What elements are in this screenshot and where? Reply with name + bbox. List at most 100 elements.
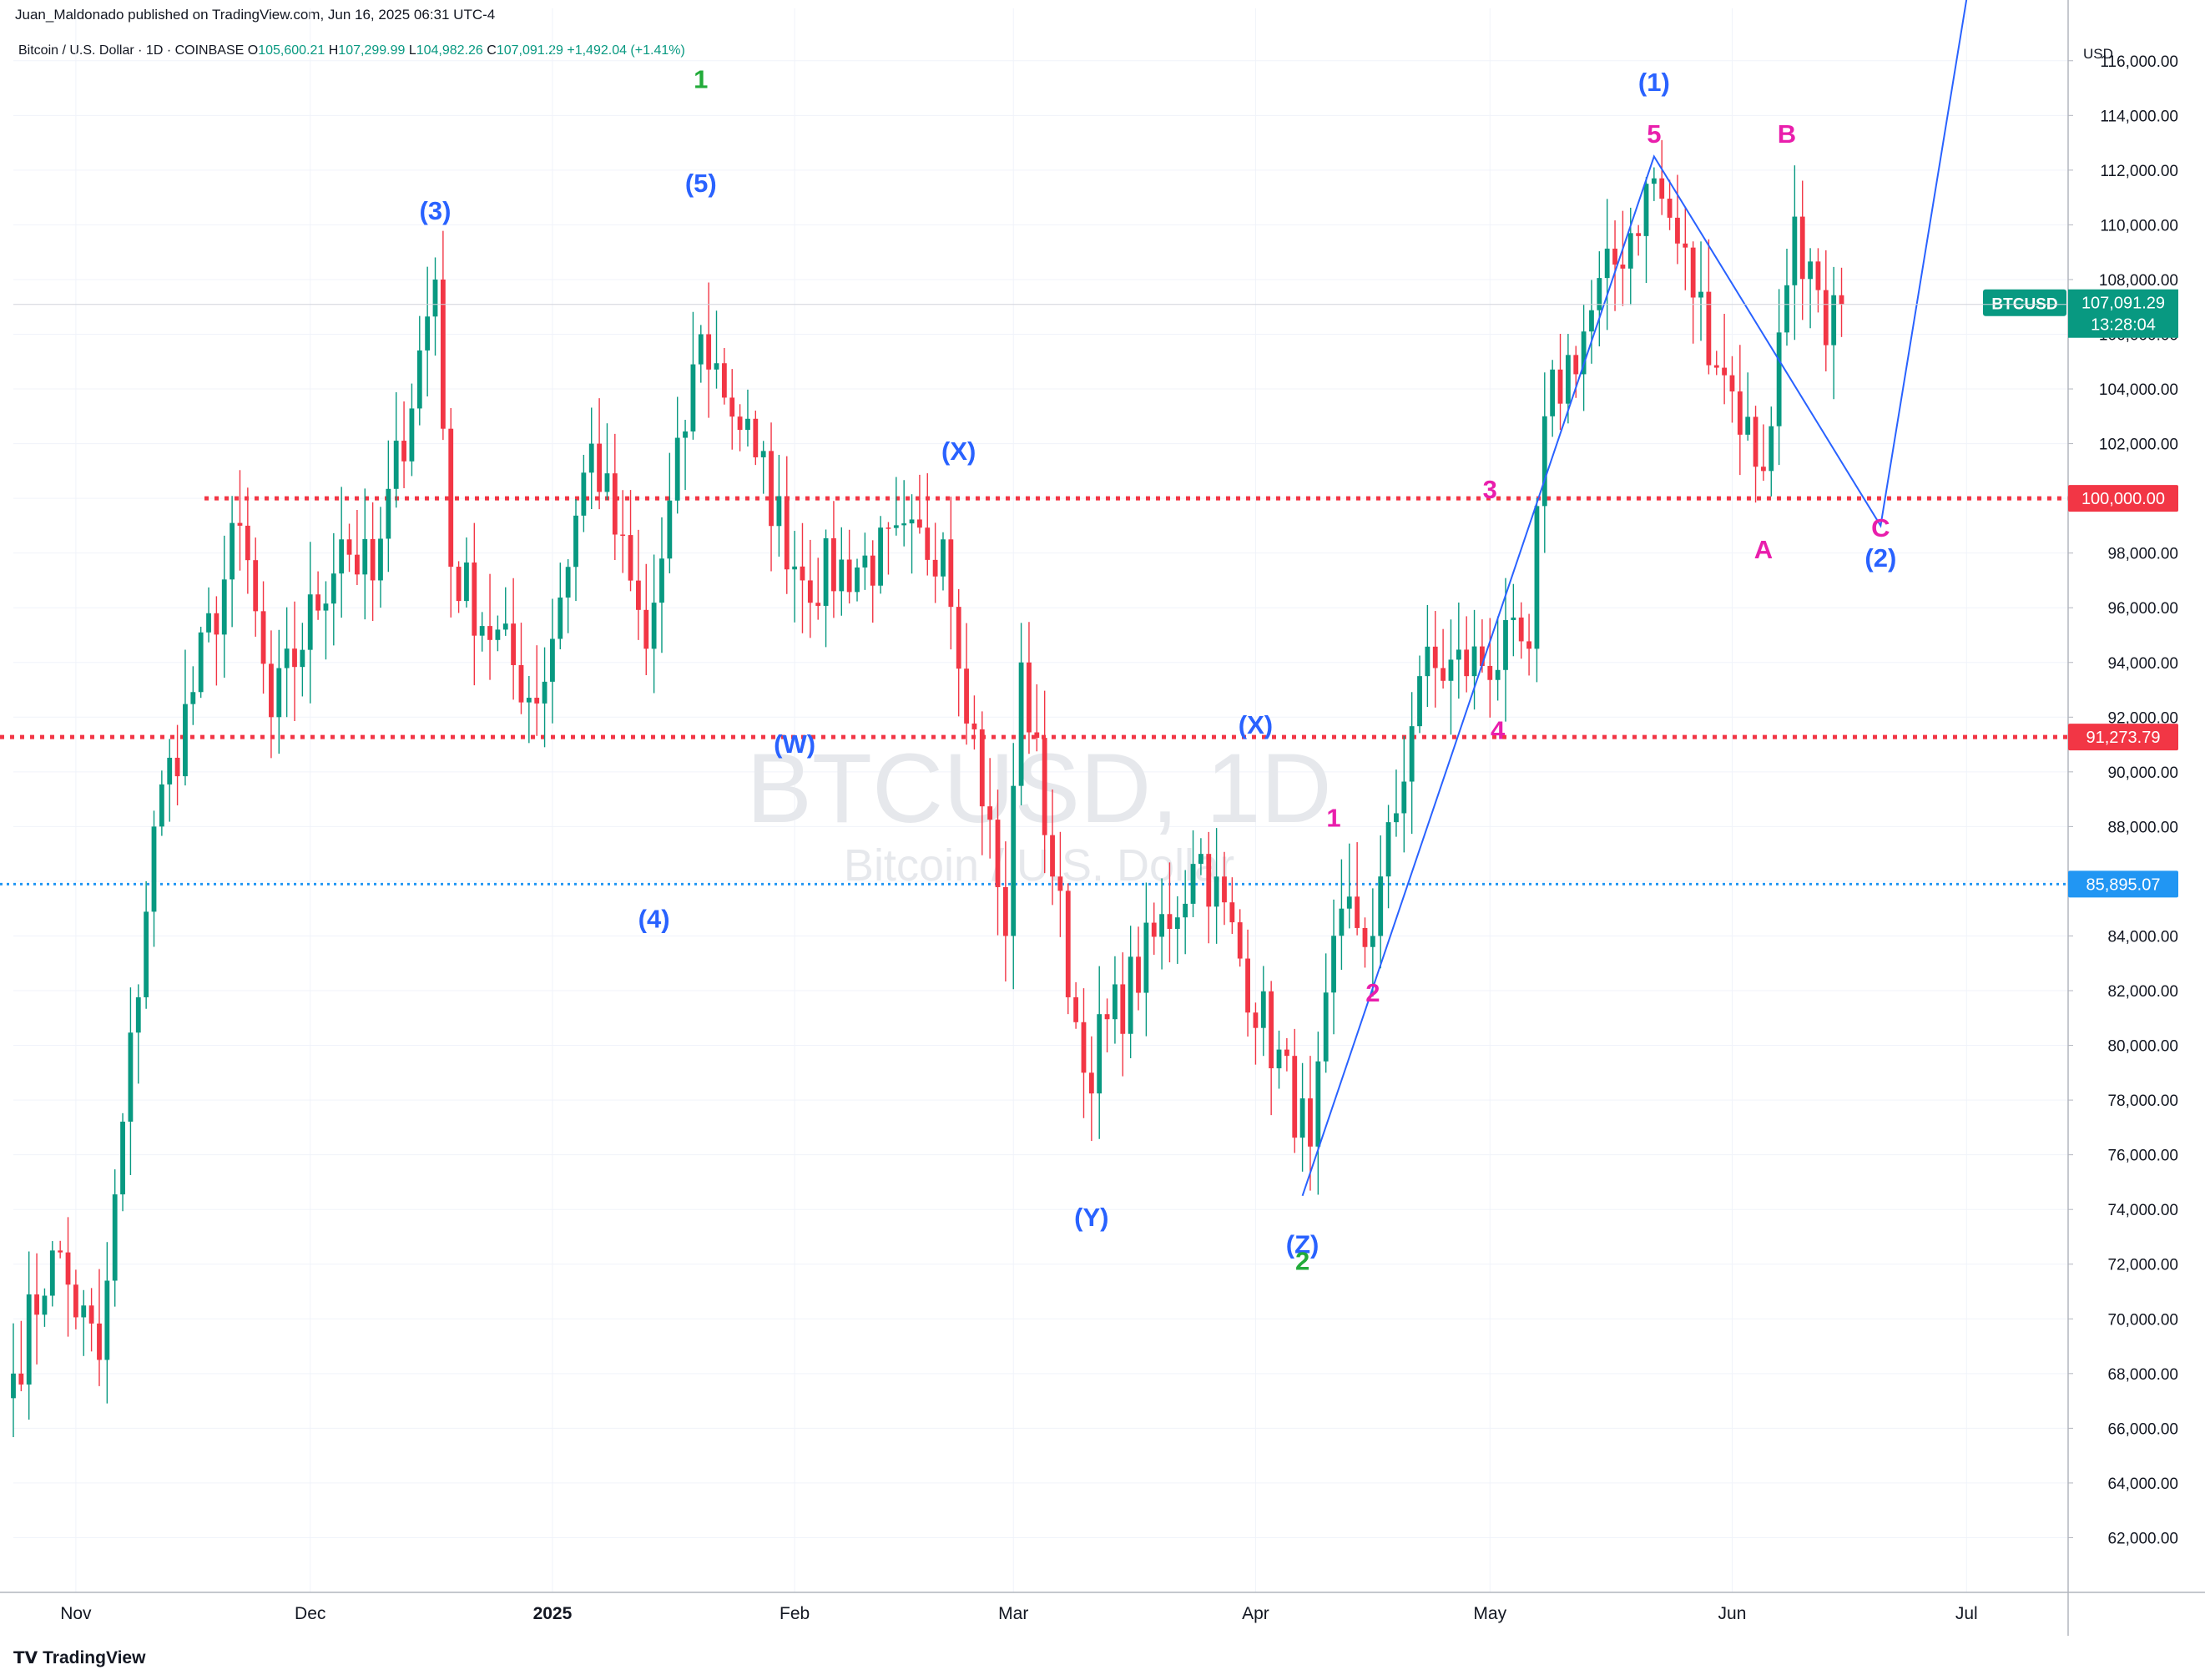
candle-body bbox=[65, 1252, 71, 1285]
candle-body bbox=[1604, 248, 1610, 279]
candle-body bbox=[690, 364, 696, 431]
x-tick-label: May bbox=[1473, 1604, 1506, 1623]
candle-body bbox=[769, 451, 774, 527]
candle-body bbox=[1245, 958, 1250, 1013]
candle-body bbox=[73, 1284, 78, 1318]
elliott-wave-path[interactable] bbox=[1301, 0, 1975, 1197]
candle-body bbox=[542, 681, 547, 704]
x-tick-label: Dec bbox=[295, 1604, 325, 1623]
candle-body bbox=[120, 1121, 125, 1195]
candle-body bbox=[1597, 278, 1602, 310]
wave-label: (Z) bbox=[1286, 1230, 1319, 1259]
candle-body bbox=[1737, 391, 1743, 435]
ohlc-high: 107,299.99 bbox=[338, 43, 406, 58]
candle-body bbox=[1057, 876, 1063, 891]
candle-body bbox=[135, 996, 141, 1033]
wave-label: (Y) bbox=[1074, 1203, 1108, 1232]
candle-body bbox=[1167, 914, 1173, 929]
candle-body bbox=[1323, 992, 1329, 1062]
candle-body bbox=[393, 441, 399, 489]
candle-body bbox=[1011, 785, 1017, 936]
candle-body bbox=[104, 1280, 110, 1360]
candle-body bbox=[1799, 216, 1805, 280]
x-tick-label: Apr bbox=[1242, 1604, 1269, 1623]
candle-body bbox=[1331, 936, 1336, 993]
candle-body bbox=[214, 613, 219, 635]
candle-body bbox=[464, 562, 469, 602]
candle-body bbox=[831, 537, 836, 592]
x-tick-label: Nov bbox=[60, 1604, 92, 1623]
candle-body bbox=[1643, 184, 1649, 236]
y-tick-label: 92,000.00 bbox=[2107, 709, 2178, 727]
candle-body bbox=[635, 580, 641, 610]
candle-body bbox=[604, 473, 610, 492]
candle-body bbox=[1784, 285, 1789, 333]
candle-body bbox=[1432, 646, 1438, 668]
candle-body bbox=[1713, 365, 1719, 368]
candle-body bbox=[1675, 217, 1680, 244]
candle-body bbox=[1409, 726, 1415, 782]
candle-body bbox=[1753, 416, 1758, 467]
candle-body bbox=[1174, 917, 1180, 929]
candle-body bbox=[870, 555, 875, 586]
candle-body bbox=[479, 626, 485, 636]
candle-body bbox=[1385, 822, 1391, 877]
wave-label: C bbox=[1871, 513, 1890, 542]
candle-body bbox=[721, 363, 727, 398]
wave-label: 5 bbox=[1647, 119, 1661, 149]
candle-body bbox=[964, 668, 969, 724]
candle-body bbox=[651, 603, 657, 649]
y-tick-label: 90,000.00 bbox=[2107, 764, 2178, 782]
candle-body bbox=[18, 1373, 24, 1385]
candle-body bbox=[1565, 355, 1571, 404]
candle-body bbox=[1113, 984, 1118, 1020]
candle-body bbox=[1136, 956, 1141, 993]
candle-body bbox=[1097, 1014, 1102, 1094]
candle-body bbox=[1612, 248, 1617, 265]
candle-body bbox=[49, 1250, 55, 1296]
wave-label: A bbox=[1754, 535, 1773, 564]
candle-body bbox=[1308, 1098, 1313, 1147]
candle-body bbox=[1839, 295, 1844, 305]
candle-body bbox=[1667, 199, 1673, 218]
candle-body bbox=[1104, 1014, 1110, 1020]
candle-body bbox=[800, 566, 805, 581]
candle-body bbox=[269, 663, 274, 718]
candle-body bbox=[1042, 738, 1047, 835]
time-axis[interactable]: Nov Dec 2025 Feb Mar Apr May Jun Jul bbox=[0, 1592, 2205, 1623]
price-axis[interactable]: 62,000.00 64,000.00 66,000.00 68,000.00 70,0… bbox=[2067, 0, 2178, 1636]
candle-body bbox=[956, 607, 961, 669]
candle-body bbox=[253, 560, 259, 612]
candle-body bbox=[753, 418, 759, 457]
candle-body bbox=[1050, 835, 1055, 877]
candle-body bbox=[1808, 261, 1813, 280]
candle-body bbox=[128, 1032, 134, 1122]
last-price-text: 107,091.29 bbox=[2081, 295, 2165, 313]
candle-body bbox=[1706, 291, 1712, 366]
candle-body bbox=[237, 522, 243, 526]
tradingview-logo[interactable]: 𝗧𝗩 TradingView bbox=[13, 1647, 145, 1668]
candle-body bbox=[1292, 1056, 1298, 1138]
candle-body bbox=[416, 350, 422, 409]
candle-body bbox=[1183, 903, 1188, 918]
candle-body bbox=[612, 473, 618, 535]
candle-body bbox=[1480, 646, 1485, 666]
candle-body bbox=[11, 1373, 16, 1399]
wave-trendlines[interactable] bbox=[1301, 0, 1975, 1197]
candle-body bbox=[893, 525, 899, 528]
candle-body bbox=[550, 638, 555, 682]
candle-body bbox=[190, 692, 196, 704]
candle-body bbox=[432, 279, 438, 317]
candle-body bbox=[901, 523, 907, 526]
candle-body bbox=[1441, 668, 1446, 681]
candle-body bbox=[1229, 902, 1235, 923]
y-tick-label: 78,000.00 bbox=[2107, 1092, 2178, 1110]
publisher-line: Juan_Maldonado published on TradingView.… bbox=[15, 7, 496, 23]
candle-body bbox=[1214, 876, 1219, 907]
ohlc-high-label: H bbox=[328, 43, 339, 58]
symbol-name[interactable]: Bitcoin / U.S. Dollar · 1D · COINBASE bbox=[18, 43, 245, 58]
candle-body bbox=[659, 558, 664, 603]
candle-body bbox=[597, 443, 602, 492]
candle-body bbox=[1487, 665, 1493, 680]
